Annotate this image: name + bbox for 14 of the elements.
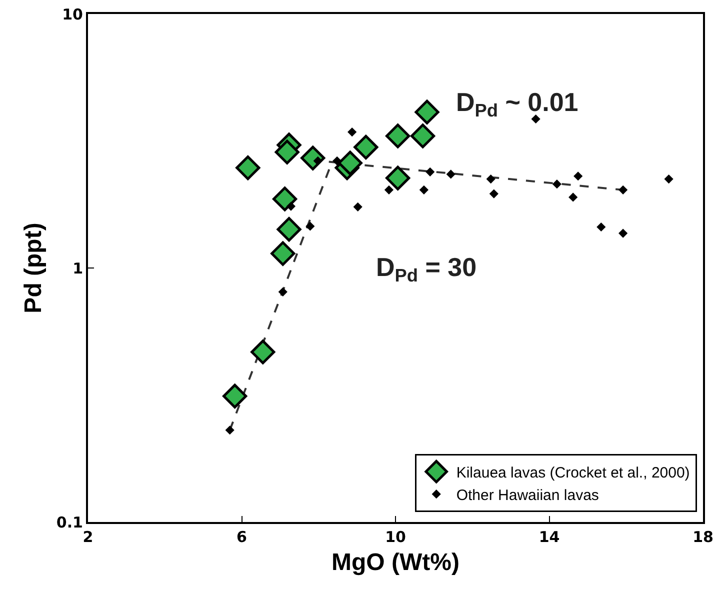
- x-tick-label: 6: [236, 528, 247, 546]
- legend-label: Other Hawaiian lavas: [456, 486, 599, 504]
- x-tick-label: 18: [692, 528, 714, 546]
- y-tick-label: 0.1: [56, 513, 83, 532]
- x-tick-label: 14: [538, 528, 560, 546]
- x-axis-title: MgO (Wt%): [332, 548, 460, 576]
- y-tick-label: 1: [72, 259, 83, 278]
- annotation: D$_{Pd}$ = 30: [376, 252, 477, 286]
- annotation: D$_{Pd}$ ~ 0.01: [456, 87, 578, 120]
- legend-label: Kilauea lavas (Crocket et al., 2000): [456, 464, 690, 482]
- y-tick-label: 10: [62, 5, 83, 24]
- y-axis-title: Pd (ppt): [20, 222, 48, 314]
- x-tick-label: 2: [82, 528, 94, 546]
- x-tick-label: 10: [385, 528, 406, 546]
